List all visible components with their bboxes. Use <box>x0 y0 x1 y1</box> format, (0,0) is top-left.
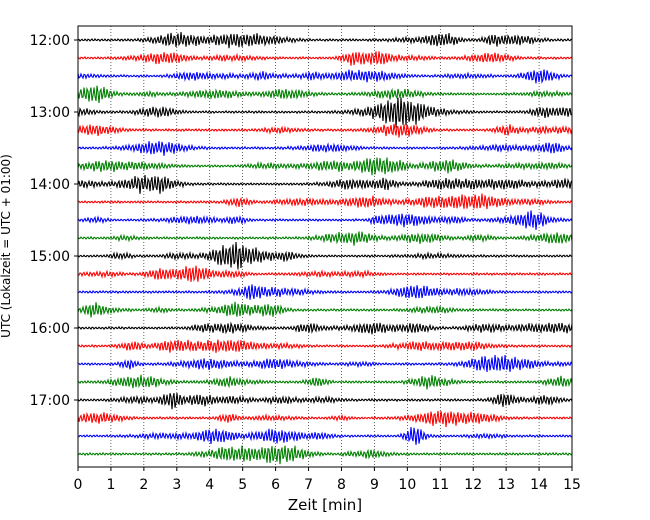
y-tick-label: 16:00 <box>30 321 70 337</box>
seismic-trace <box>77 51 573 66</box>
x-tick-label: 2 <box>139 477 148 493</box>
y-tick-label: 17:00 <box>30 393 70 409</box>
plot-frame <box>77 25 573 468</box>
seismic-trace <box>77 427 573 445</box>
y-tick-label: 14:00 <box>30 177 70 193</box>
seismic-trace <box>77 31 573 49</box>
seismic-trace <box>77 445 573 465</box>
x-tick-label: 11 <box>431 477 449 493</box>
seismic-trace <box>77 241 573 270</box>
seismic-trace <box>77 69 573 84</box>
x-tick-label: 15 <box>563 477 581 493</box>
x-tick-label: 13 <box>497 477 515 493</box>
seismic-trace <box>77 174 573 194</box>
seismic-trace <box>77 392 573 410</box>
x-tick-label: 8 <box>337 477 346 493</box>
x-axis-label: Zeit [min] <box>288 496 362 514</box>
seismic-trace <box>77 354 573 373</box>
x-tick-label: 5 <box>238 477 247 493</box>
seismic-trace <box>77 301 573 318</box>
seismic-trace <box>77 410 573 428</box>
seismic-trace <box>77 339 573 353</box>
seismic-trace <box>77 210 573 230</box>
trace-layer <box>77 31 573 465</box>
x-tick-label: 14 <box>530 477 548 493</box>
seismic-trace <box>77 231 573 246</box>
x-tick-label: 0 <box>74 477 83 493</box>
x-tick-label: 6 <box>271 477 280 493</box>
x-tick-label: 3 <box>172 477 181 493</box>
seismic-trace <box>77 321 573 335</box>
seismic-trace <box>77 85 573 104</box>
y-tick-label: 13:00 <box>30 105 70 121</box>
seismic-trace <box>77 141 573 156</box>
seismic-trace <box>77 157 573 176</box>
y-tick-label: 12:00 <box>30 33 70 49</box>
seismic-trace <box>77 193 573 210</box>
seismic-trace <box>77 284 573 300</box>
seismic-trace <box>77 265 573 282</box>
y-axis: 12:00 13:00 14:00 15:00 16:00 17:00 <box>30 33 78 409</box>
x-tick-label: 4 <box>205 477 214 493</box>
x-tick-label: 12 <box>464 477 482 493</box>
x-axis: 0 1 2 3 4 5 6 7 8 9 10 11 12 13 14 15 <box>74 467 581 493</box>
x-tick-label: 1 <box>106 477 115 493</box>
seismic-trace <box>77 374 573 390</box>
seismic-trace <box>77 97 573 128</box>
y-tick-label: 15:00 <box>30 249 70 265</box>
y-axis-label: UTC (Lokalzeit = UTC + 01:00) <box>0 154 13 338</box>
seismic-trace <box>77 123 573 138</box>
x-tick-label: 10 <box>398 477 416 493</box>
x-tick-label: 7 <box>304 477 313 493</box>
x-tick-label: 9 <box>370 477 379 493</box>
